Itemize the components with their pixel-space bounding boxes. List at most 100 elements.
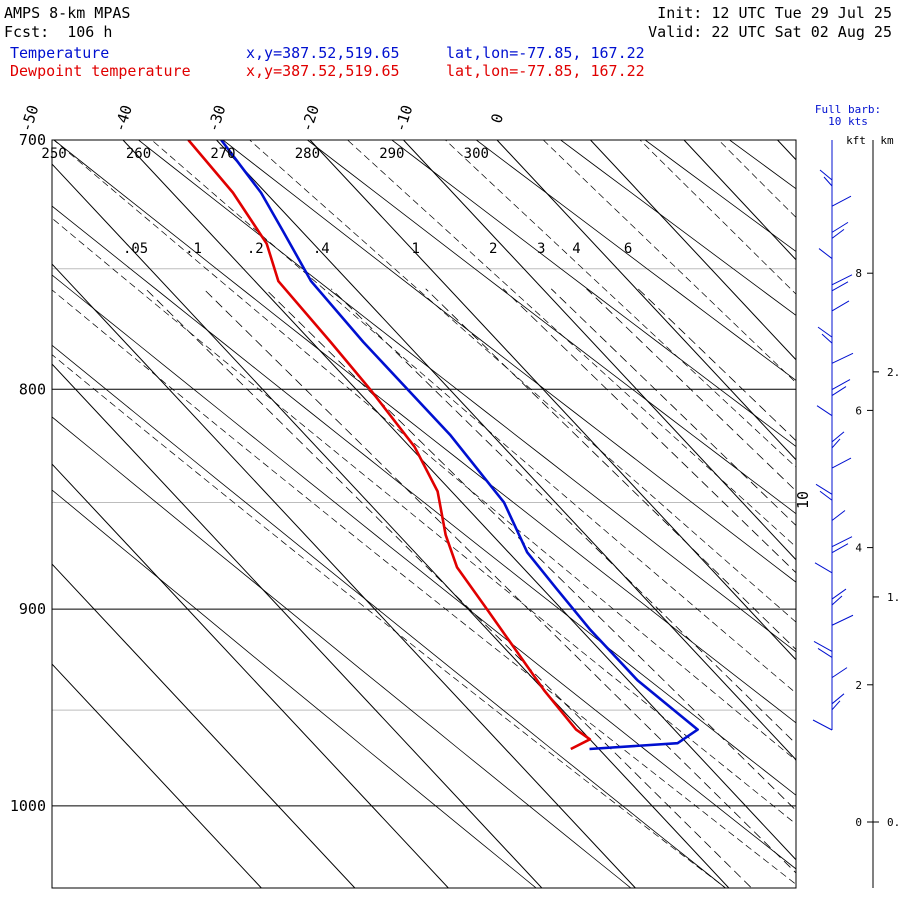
mixing-ratio-line <box>145 288 753 888</box>
isotherm-line <box>590 140 796 361</box>
isotherm-line <box>122 140 796 861</box>
moist-adiabat <box>53 140 796 761</box>
wind-barb <box>831 274 853 286</box>
isotherm-tick-label: -50 <box>17 103 42 134</box>
dry-adiabat <box>52 416 632 888</box>
temperature-trace <box>220 140 699 751</box>
moist-adiabat <box>543 140 796 384</box>
isotherm-tick-label: 0 <box>487 111 507 125</box>
wind-barb <box>815 483 833 495</box>
km-tick-label: 0. <box>887 816 900 829</box>
barb-legend-line2: 10 kts <box>828 115 868 128</box>
mixing-ratio-label: .2 <box>247 241 264 257</box>
wind-barb <box>831 352 854 364</box>
wind-barb <box>831 667 848 679</box>
pressure-tick-label: 1000 <box>10 797 46 815</box>
model-title: AMPS 8-km MPAS <box>4 4 131 22</box>
wind-barb <box>831 221 849 233</box>
moist-adiabat <box>639 140 796 295</box>
isotherm-tick-label: -30 <box>204 103 229 134</box>
moist-adiabat <box>52 289 796 885</box>
wind-barb <box>831 614 854 626</box>
kft-tick-label: 8 <box>855 267 862 280</box>
pressure-tick-label: 900 <box>19 600 46 618</box>
mixing-ratio-line <box>265 288 796 811</box>
wind-barb <box>831 195 852 207</box>
plot-frame <box>51 139 797 889</box>
wind-barb-feather <box>831 595 843 606</box>
moist-adiabat <box>249 140 796 623</box>
moist-adiabat <box>52 354 727 888</box>
wind-barb <box>831 588 847 600</box>
dewpoint-trace <box>187 140 592 751</box>
pressure-tick-label: 700 <box>19 131 46 149</box>
isotherm-tick-label: -10 <box>391 103 416 134</box>
isotherm-line <box>871 140 900 897</box>
isotherm-line <box>52 363 543 888</box>
wind-barb-feather <box>823 176 833 187</box>
forecast-hour: Fcst: 106 h <box>4 23 113 41</box>
barb-legend-line1: Full barb: <box>815 103 881 116</box>
isotherm-line <box>52 263 637 888</box>
mixing-ratio-line <box>203 288 796 874</box>
dry-adiabat <box>560 140 796 316</box>
dry-adiabat-label: 290 <box>379 146 404 162</box>
moist-adiabat <box>151 140 796 694</box>
wind-barb-feather <box>831 281 849 292</box>
isotherm-line <box>52 563 356 888</box>
isotherm-line <box>52 163 730 888</box>
dry-adiabat <box>138 140 796 653</box>
kft-tick-label: 4 <box>855 542 862 555</box>
wind-barb <box>818 248 833 259</box>
dewpoint-xy: x,y=387.52,519.65 <box>246 62 400 80</box>
wind-barb <box>812 719 833 731</box>
wind-barb <box>831 510 846 521</box>
temperature-latlon: lat,lon=-77.85, 167.22 <box>446 44 645 62</box>
wind-barb <box>816 405 833 417</box>
temperature-xy: x,y=387.52,519.65 <box>246 44 400 62</box>
mixing-ratio-label: .05 <box>123 241 148 257</box>
dry-adiabat <box>391 140 796 447</box>
wind-barb <box>831 693 845 705</box>
init-time: Init: 12 UTC Tue 29 Jul 25 <box>657 4 892 22</box>
dry-adiabat <box>53 140 796 724</box>
kft-tick-label: 0 <box>855 816 862 829</box>
wind-barb-feather <box>821 333 833 344</box>
moist-adiabat <box>445 140 796 468</box>
mixing-ratio-line <box>425 288 796 651</box>
temperature-legend: Temperature <box>10 44 110 62</box>
wind-barb-feather <box>831 228 845 239</box>
wind-barb <box>831 457 852 469</box>
isotherm-tick-label: -40 <box>110 103 135 134</box>
dry-adiabat <box>52 205 796 796</box>
wind-barb <box>831 300 850 312</box>
wind-barb-feather <box>831 438 841 449</box>
dry-adiabat <box>476 140 796 381</box>
isotherm-line <box>683 140 796 261</box>
kft-tick-label: 6 <box>855 404 862 417</box>
dry-adiabat <box>814 140 900 897</box>
mixing-ratio-label: 6 <box>624 241 632 257</box>
wind-barb-feather <box>831 543 849 554</box>
isotherm-tick-label: -20 <box>297 103 322 134</box>
kft-tick-label: 2 <box>855 679 862 692</box>
isotherm-line <box>403 140 796 561</box>
mixing-ratio-label: 2 <box>489 241 497 257</box>
wind-barb <box>819 169 833 181</box>
mixing-ratio-label: .1 <box>185 241 202 257</box>
moist-adiabat <box>347 140 796 548</box>
dewpoint-legend: Dewpoint temperature <box>10 62 191 80</box>
dry-adiabat-label: 250 <box>41 146 66 162</box>
dry-adiabat <box>52 489 537 888</box>
wind-barb-feather <box>817 648 833 658</box>
mixing-ratio-label: 4 <box>572 241 580 257</box>
wind-barb <box>831 536 853 548</box>
dry-adiabat-label: 260 <box>126 146 151 162</box>
dry-adiabat <box>222 140 796 583</box>
wind-barb <box>814 562 833 574</box>
isotherm-line <box>52 663 263 888</box>
mixing-ratio-label: .4 <box>313 241 330 257</box>
dry-adiabat <box>52 274 796 870</box>
wind-barb <box>817 326 833 338</box>
